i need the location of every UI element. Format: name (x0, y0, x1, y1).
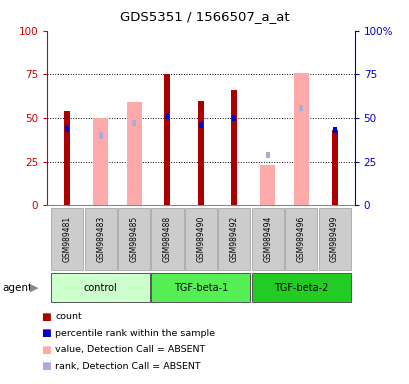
Text: GDS5351 / 1566507_a_at: GDS5351 / 1566507_a_at (120, 10, 289, 23)
Bar (93, 118, 108, 205)
Text: GSM989488: GSM989488 (163, 216, 171, 262)
Text: GSM989485: GSM989485 (129, 216, 138, 262)
Text: GSM989499: GSM989499 (329, 216, 338, 262)
Text: percentile rank within the sample: percentile rank within the sample (55, 329, 215, 338)
Bar (118, 208, 150, 270)
Bar (65, 126, 69, 132)
Bar (251, 208, 283, 270)
Text: TGF-beta-2: TGF-beta-2 (273, 283, 328, 293)
Bar (232, 115, 236, 121)
Text: ■: ■ (41, 328, 51, 338)
Bar (151, 273, 250, 303)
Bar (126, 103, 141, 205)
Bar (51, 273, 150, 303)
Bar (51, 208, 83, 270)
Bar (132, 120, 136, 126)
Bar (251, 273, 350, 303)
Bar (84, 208, 117, 270)
Bar (318, 208, 350, 270)
Bar (260, 165, 274, 205)
Bar (284, 208, 317, 270)
Text: GSM989481: GSM989481 (63, 216, 72, 262)
Text: rank, Detection Call = ABSENT: rank, Detection Call = ABSENT (55, 362, 200, 371)
Text: control: control (83, 283, 117, 293)
Text: ■: ■ (41, 361, 51, 371)
Text: ■: ■ (41, 345, 51, 355)
Bar (99, 132, 102, 139)
Bar (332, 127, 336, 133)
Text: agent: agent (2, 283, 32, 293)
Bar (265, 152, 269, 158)
Bar (64, 111, 70, 205)
Text: count: count (55, 312, 82, 321)
Bar (151, 208, 183, 270)
Text: GSM989483: GSM989483 (96, 216, 105, 262)
Bar (198, 122, 202, 128)
Text: ▶: ▶ (29, 283, 38, 293)
Bar (164, 74, 170, 205)
Text: GSM989492: GSM989492 (229, 216, 238, 262)
Text: value, Detection Call = ABSENT: value, Detection Call = ABSENT (55, 345, 205, 354)
Bar (293, 73, 308, 205)
Bar (198, 101, 203, 205)
Bar (299, 104, 302, 111)
Bar (184, 208, 216, 270)
Text: GSM989494: GSM989494 (263, 216, 272, 262)
Text: TGF-beta-1: TGF-beta-1 (173, 283, 227, 293)
Bar (331, 130, 337, 205)
Bar (231, 90, 237, 205)
Bar (165, 113, 169, 119)
Text: ■: ■ (41, 312, 51, 322)
Text: GSM989490: GSM989490 (196, 216, 205, 262)
Text: GSM989496: GSM989496 (296, 216, 305, 262)
Bar (218, 208, 250, 270)
